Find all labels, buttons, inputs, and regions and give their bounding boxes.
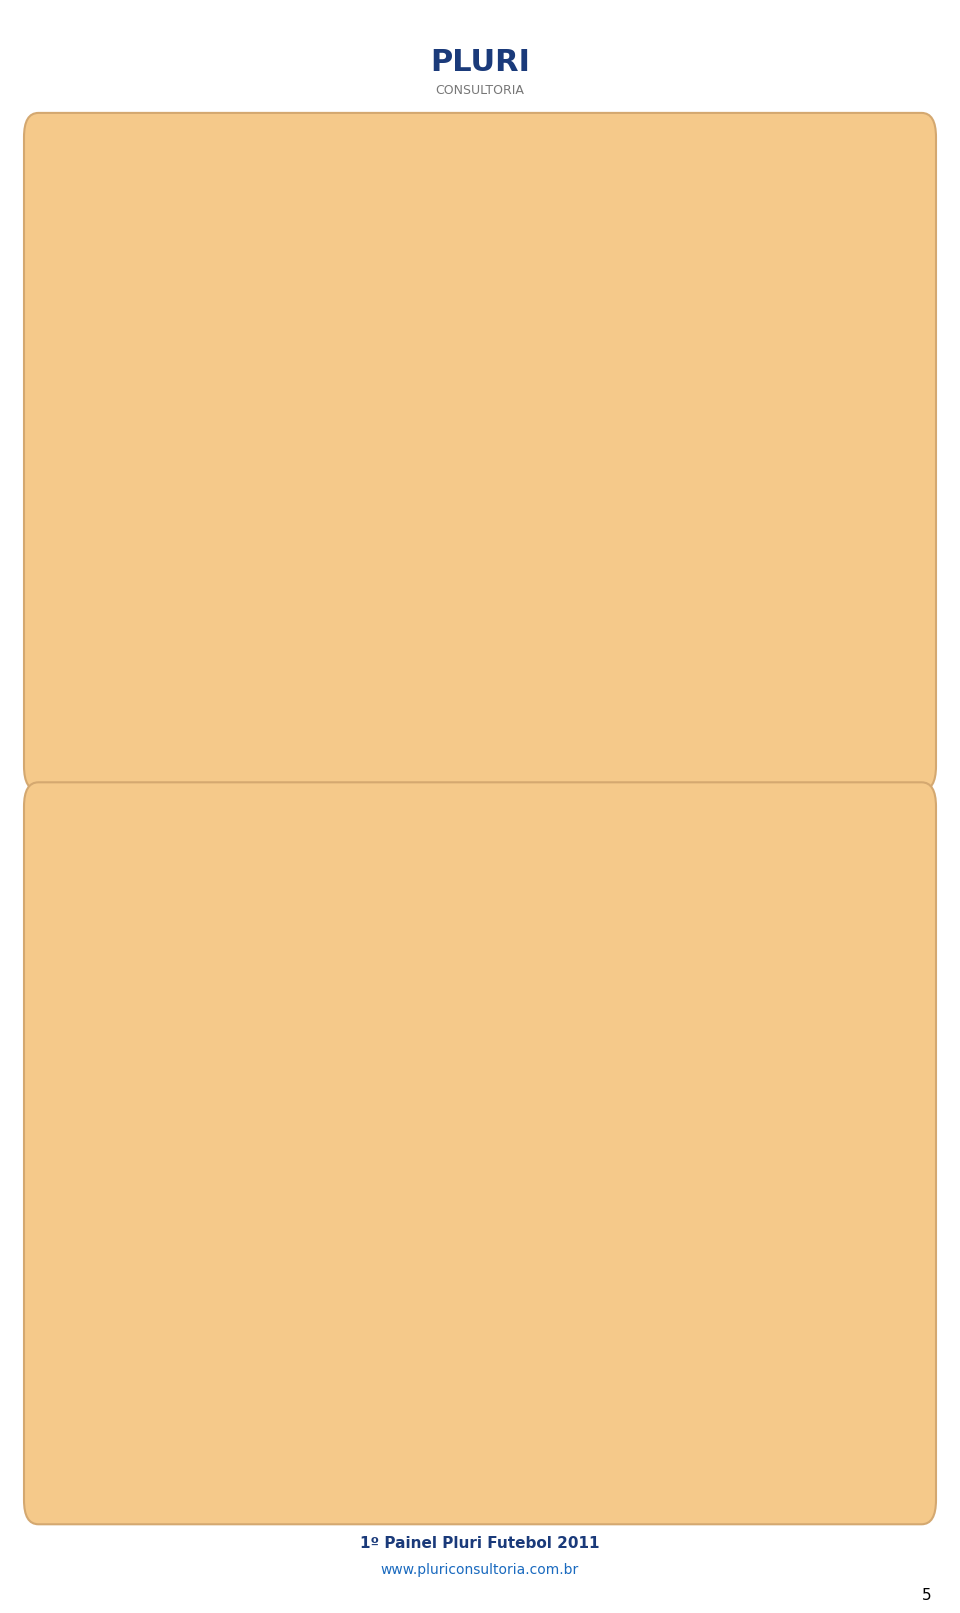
Bar [210,386,236,655]
Text: 149: 149 [416,1231,425,1250]
Text: 16,5: 16,5 [534,576,543,598]
Text: 94: 94 [534,1281,543,1294]
Bar [565,608,591,655]
Text: -1,2: -1,2 [850,661,859,682]
Bar [447,1276,472,1373]
Bar [77,1373,922,1452]
Bar [684,621,709,655]
Bar [132,1071,156,1373]
Text: 10,3: 10,3 [691,595,702,619]
Text: 21,2: 21,2 [494,560,504,584]
Bar [723,637,749,655]
Bar [644,1342,670,1373]
Bar [762,1369,788,1373]
Text: 62: 62 [612,1307,623,1319]
Bar [605,615,631,655]
Bar [605,1323,631,1373]
Bar [447,556,472,655]
Text: 14,7: 14,7 [573,581,583,605]
Text: 105,6: 105,6 [179,286,188,316]
Text: 33: 33 [691,1329,702,1342]
Bar [368,1242,394,1373]
Bar [565,1321,591,1373]
Title: Dívida por torcedor, dos principais clubes do Brasil - Em R$: Dívida por torcedor, dos principais club… [222,152,777,171]
Bar [171,318,196,655]
Text: 43,7: 43,7 [375,489,386,513]
Text: www.pluriconsultoria.com.br: www.pluriconsultoria.com.br [381,1563,579,1578]
Bar [803,648,828,655]
Text: 12,4: 12,4 [612,589,623,613]
Text: CONSULTORIA: CONSULTORIA [436,84,524,97]
Text: 112: 112 [494,1260,504,1281]
Text: 212: 212 [297,1181,307,1200]
Bar [132,276,156,655]
Text: 122: 122 [455,1252,465,1273]
Text: 170: 170 [336,1213,347,1234]
Text: 122,0: 122,0 [100,234,109,265]
Text: 1º Painel Pluri Futebol 2011: 1º Painel Pluri Futebol 2011 [360,1537,600,1552]
Bar [368,515,394,655]
Text: 84,3: 84,3 [218,360,228,384]
Text: 373: 373 [179,1052,188,1073]
Bar [171,1076,196,1373]
Text: 30,9: 30,9 [455,529,465,553]
Text: 118,8: 118,8 [139,244,149,274]
Text: 528: 528 [100,929,109,948]
Text: 5,6: 5,6 [732,616,741,634]
Text: 23,0: 23,0 [889,555,899,579]
Text: 59,6: 59,6 [257,439,267,463]
Text: 5: 5 [922,1589,931,1603]
Text: 64: 64 [573,1305,583,1318]
Bar [407,524,433,655]
Text: 11,8: 11,8 [652,590,662,615]
Bar [487,587,512,655]
Bar [210,1079,236,1373]
Text: 40,7: 40,7 [416,498,425,523]
Text: PLURI: PLURI [430,48,530,77]
Text: 162: 162 [889,1219,899,1240]
Bar [684,1345,709,1373]
Text: 47,3: 47,3 [336,477,347,502]
Bar [250,465,276,655]
Bar [328,1237,354,1373]
Bar [250,1100,276,1373]
Bar [77,655,922,718]
Bar [526,602,551,655]
Bar [487,1282,512,1373]
Text: 19: 19 [732,1340,741,1353]
Text: 3: 3 [810,1360,820,1366]
Bar [842,655,867,658]
Text: 4: 4 [771,1360,780,1366]
Bar [644,616,670,655]
Title: Dívida TOTAL dos principais clubes do Brasil - Em R$ Milhões
(Base 2010): Dívida TOTAL dos principais clubes do Br… [214,832,784,873]
Bar [289,1203,315,1373]
Bar [881,1244,907,1373]
Text: 58,0: 58,0 [297,444,307,468]
Bar [407,1253,433,1373]
Text: 368: 368 [218,1057,228,1076]
Bar [526,1297,551,1373]
Bar [803,1369,828,1373]
Text: 163: 163 [375,1219,386,1239]
Text: 4,7: 4,7 [771,619,780,637]
Bar [762,639,788,655]
Bar [289,469,315,655]
Bar [881,581,907,655]
Bar [91,952,117,1373]
Text: 37: 37 [652,1326,662,1339]
Bar [723,1357,749,1373]
Bar [328,503,354,655]
Text: 343: 343 [257,1076,267,1097]
Bar [91,266,117,655]
Text: -1: -1 [850,1376,859,1387]
Text: 378: 378 [139,1048,149,1068]
Text: 1,8: 1,8 [810,629,820,645]
